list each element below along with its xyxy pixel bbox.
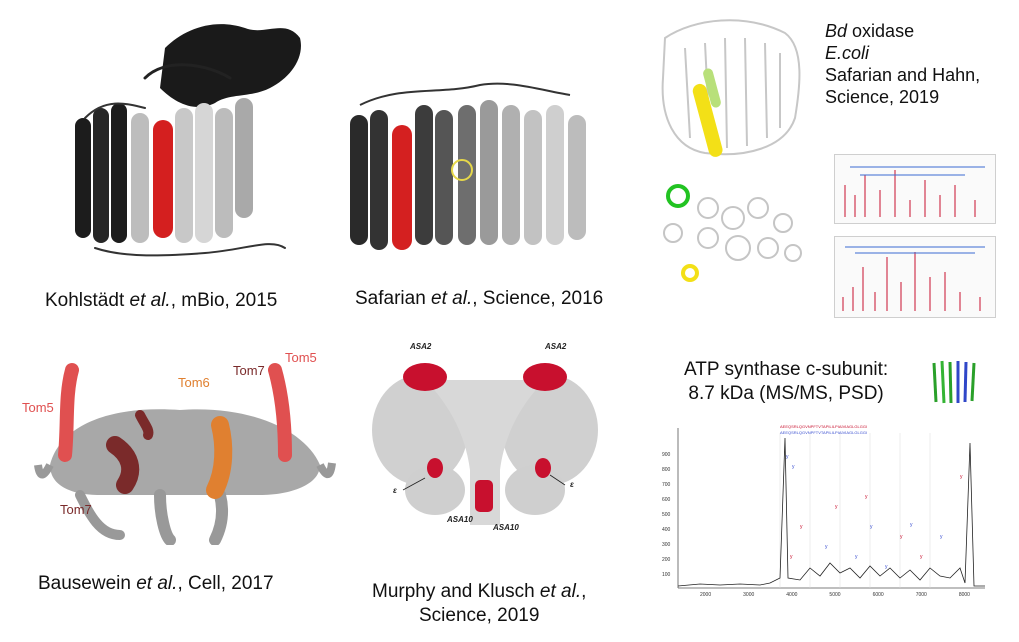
- structure-tom-complex: Tom5 Tom5 Tom6 Tom7 Tom7: [20, 345, 340, 546]
- label-epsilon-left: ε: [393, 486, 397, 495]
- tom-complex-density-map: [34, 363, 336, 546]
- svg-text:y: y: [870, 524, 873, 530]
- svg-text:y: y: [960, 474, 963, 480]
- structure-bd-oxidase-top: [648, 178, 818, 288]
- c-ring-structure: [928, 358, 986, 406]
- bd-oxidase-label: Bd oxidase E.coli Safarian and Hahn, Sci…: [825, 21, 981, 107]
- structure-atp-synthase-dimer: ASA2 ASA2 ASA10 ASA10 ε ε: [365, 340, 605, 540]
- label-asa10-left: ASA10: [447, 515, 473, 524]
- svg-text:y: y: [792, 464, 795, 470]
- spectrum-y-ticks: 900 800 700 600 500 400 300 200 100: [662, 452, 671, 578]
- caption-murphy-klusch: Murphy and Klusch et al., Science, 2019: [372, 581, 587, 626]
- svg-text:y: y: [835, 504, 838, 510]
- svg-text:y: y: [825, 544, 828, 550]
- label-tom5-left: Tom5: [22, 400, 54, 415]
- svg-text:y: y: [800, 524, 803, 530]
- structure-kohlstaedt: [55, 8, 315, 263]
- protein-ribbon-image: [75, 24, 301, 257]
- svg-text:y: y: [900, 534, 903, 540]
- svg-text:y: y: [885, 564, 888, 570]
- label-epsilon-right: ε: [570, 480, 574, 489]
- label-tom6: Tom6: [178, 375, 210, 390]
- structure-safarian-2016: [340, 75, 600, 265]
- protein-ribbon-image-2: [350, 82, 586, 250]
- label-asa2-left: ASA2: [410, 342, 432, 351]
- spectrum-x-ticks: 2000 3000 4000 5000 6000 7000 8000: [700, 592, 970, 598]
- atp-c-subunit-title: ATP synthase c-subunit: 8.7 kDa (MS/MS, …: [684, 359, 889, 404]
- atp-synthase-cryoem-map: [372, 363, 598, 525]
- label-asa10-right: ASA10: [493, 523, 519, 532]
- svg-text:AEEQSRLQGVNPFTVTAPILILPIAIVIAG: AEEQSRLQGVNPFTVTAPILILPIAIVIAGLGLGGI: [780, 430, 867, 435]
- bd-oxidase-top-view: [663, 184, 802, 282]
- label-tom7-top: Tom7: [233, 363, 265, 378]
- svg-text:y: y: [865, 494, 868, 500]
- svg-text:y: y: [786, 454, 789, 460]
- caption-kohlstaedt: Kohlstädt et al., mBio, 2015: [45, 290, 278, 311]
- structure-bd-oxidase: [645, 8, 815, 168]
- svg-text:y: y: [940, 534, 943, 540]
- svg-text:y: y: [920, 554, 923, 560]
- label-tom7-bottom: Tom7: [60, 502, 92, 517]
- svg-text:y: y: [790, 554, 793, 560]
- svg-text:y: y: [910, 522, 913, 528]
- label-asa2-right: ASA2: [545, 342, 567, 351]
- svg-text:y: y: [855, 554, 858, 560]
- caption-safarian-2016: Safarian et al., Science, 2016: [355, 288, 604, 309]
- ms-spectrum-thumbnail-1: [834, 154, 996, 224]
- svg-text:AEEQSRLQGVNPFTVTAPILILPIAIVIAG: AEEQSRLQGVNPFTVTAPILILPIAIVIAGLGLGGI: [780, 424, 867, 429]
- label-tom5-right: Tom5: [285, 350, 317, 365]
- caption-bausewein: Bausewein et al., Cell, 2017: [38, 573, 274, 594]
- ms-spectrum-thumbnail-2: [834, 236, 996, 318]
- bd-oxidase-side-view: [661, 19, 801, 157]
